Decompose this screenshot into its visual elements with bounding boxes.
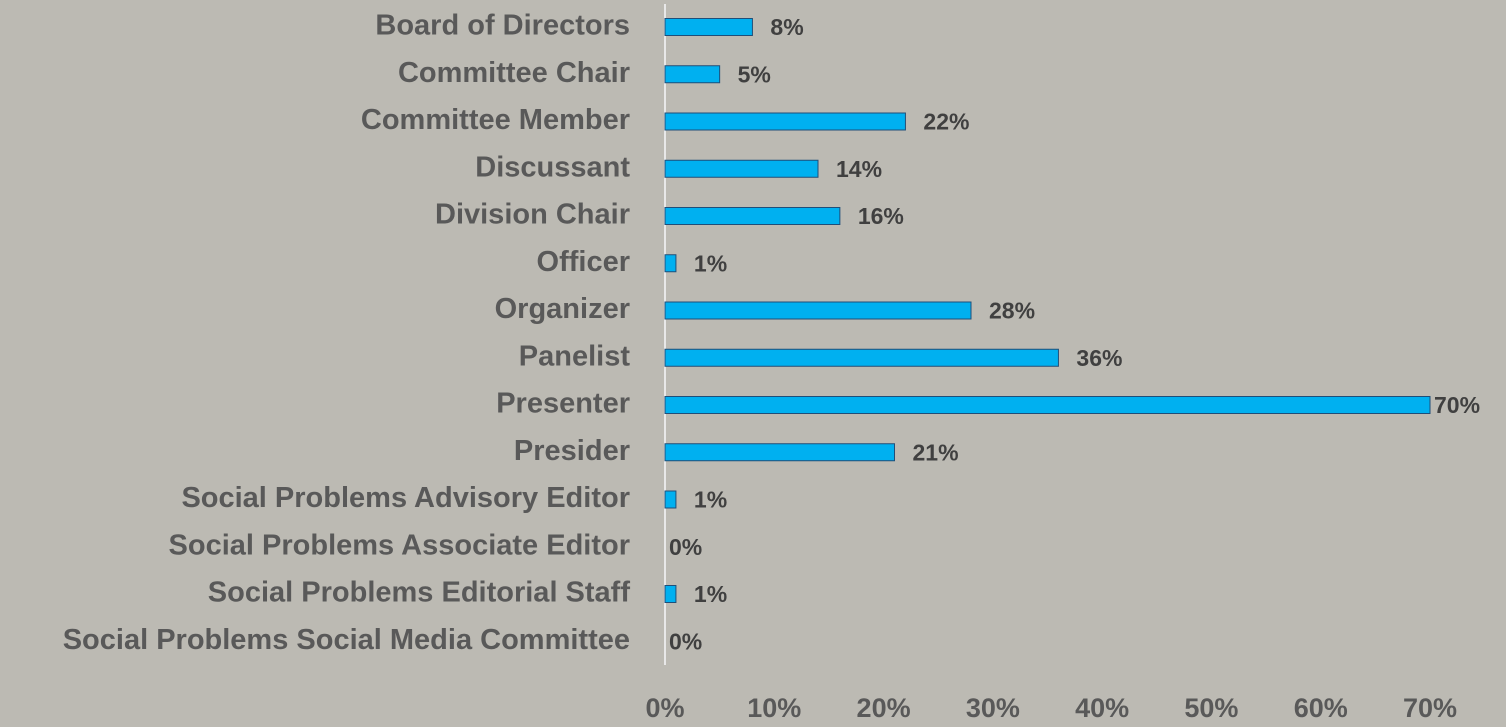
y-tick-label: Committee Chair (398, 57, 630, 89)
y-tick-label: Discussant (475, 151, 630, 183)
data-label: 22% (923, 109, 969, 135)
data-label: 28% (989, 298, 1035, 324)
data-label: 1% (694, 581, 727, 607)
x-tick-label: 10% (747, 693, 801, 723)
data-label: 1% (694, 487, 727, 513)
y-tick-label: Officer (537, 246, 630, 278)
bar (664, 207, 841, 225)
bar (664, 443, 895, 462)
x-tick-label: 30% (966, 693, 1020, 723)
data-label: 8% (770, 14, 803, 40)
data-label: 14% (836, 156, 882, 182)
y-tick-label: Presider (514, 435, 630, 467)
bar (664, 396, 1431, 414)
data-label: 1% (694, 250, 727, 276)
data-label: 21% (913, 439, 959, 465)
data-label: 0% (669, 628, 702, 654)
x-tick-label: 20% (857, 693, 911, 723)
data-label: 16% (858, 203, 904, 229)
bar (664, 65, 721, 84)
bar (664, 159, 819, 178)
y-tick-label: Social Problems Advisory Editor (181, 482, 630, 514)
bar (664, 112, 906, 131)
y-tick-label: Social Problems Editorial Staff (208, 577, 631, 609)
x-tick-label: 40% (1075, 693, 1129, 723)
y-tick-label: Organizer (495, 293, 630, 325)
y-tick-label: Social Problems Associate Editor (169, 529, 630, 561)
x-tick-label: 0% (645, 693, 684, 723)
y-tick-label: Committee Member (361, 104, 630, 136)
bar (664, 301, 972, 320)
y-tick-label: Panelist (519, 340, 631, 372)
x-tick-label: 70% (1403, 693, 1457, 723)
x-tick-label: 50% (1184, 693, 1238, 723)
x-tick-label: 60% (1294, 693, 1348, 723)
bar (664, 348, 1059, 367)
data-label: 70% (1434, 392, 1480, 418)
data-label: 0% (669, 534, 702, 560)
y-tick-label: Presenter (496, 388, 630, 420)
y-tick-label: Board of Directors (375, 10, 630, 42)
data-label: 5% (738, 61, 771, 87)
bar (664, 585, 677, 603)
data-label: 36% (1076, 345, 1122, 371)
y-tick-label: Division Chair (435, 199, 630, 231)
y-tick-label: Social Problems Social Media Committee (63, 624, 630, 656)
bar (664, 254, 677, 273)
bar (664, 18, 753, 36)
bar (664, 490, 677, 509)
